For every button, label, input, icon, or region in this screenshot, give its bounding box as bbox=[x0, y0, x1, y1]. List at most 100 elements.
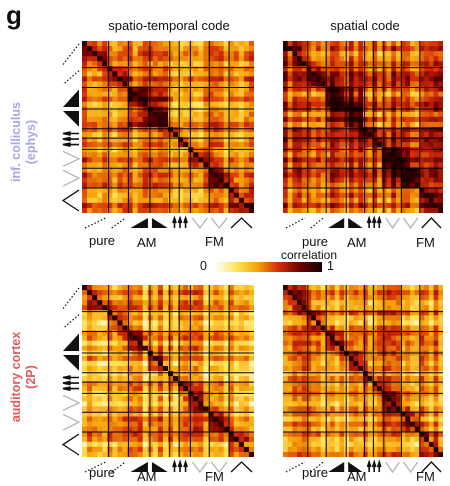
heatmap-cell bbox=[183, 121, 189, 128]
heatmap-cell bbox=[198, 285, 204, 291]
heatmap-cell bbox=[203, 310, 209, 316]
heatmap-cell bbox=[233, 431, 240, 438]
heatmap-cell bbox=[363, 285, 369, 291]
heatmap-cell bbox=[102, 172, 108, 178]
heatmap-cell bbox=[107, 71, 113, 77]
heatmap-cell bbox=[243, 431, 250, 438]
heatmap-cell bbox=[405, 162, 411, 168]
heatmap-cell bbox=[203, 345, 209, 352]
heatmap-cell bbox=[87, 76, 93, 82]
heatmap-cell bbox=[132, 182, 139, 189]
heatmap-cell bbox=[97, 137, 103, 143]
heatmap-cell bbox=[218, 426, 225, 433]
heatmap-cell bbox=[97, 325, 103, 331]
heatmap-cell bbox=[243, 371, 250, 377]
heatmap-cell bbox=[82, 187, 88, 194]
heatmap-cell bbox=[301, 187, 307, 194]
heatmap-cell bbox=[301, 446, 307, 453]
heatmap-cell bbox=[102, 411, 108, 417]
heatmap-cell bbox=[320, 431, 326, 438]
heatmap-cell bbox=[410, 41, 416, 47]
heatmap-cell bbox=[223, 81, 230, 87]
heatmap-cell bbox=[152, 386, 159, 392]
heatmap-cell bbox=[330, 295, 336, 301]
heatmap-cell bbox=[405, 41, 411, 47]
heatmap-cell bbox=[157, 172, 164, 178]
heatmap-cell bbox=[391, 51, 397, 57]
heatmap-cell bbox=[297, 132, 303, 138]
heatmap-cell bbox=[339, 381, 345, 387]
heatmap-cell bbox=[193, 421, 199, 428]
heatmap-cell bbox=[414, 315, 420, 321]
heatmap-cell bbox=[353, 421, 359, 428]
heatmap-cell bbox=[391, 167, 397, 173]
heatmap-cell bbox=[248, 137, 254, 143]
heatmap-cell bbox=[92, 132, 98, 138]
heatmap-cell bbox=[315, 441, 322, 448]
heatmap-cell bbox=[315, 381, 322, 387]
heatmap-cell bbox=[142, 451, 149, 457]
heatmap-cell bbox=[97, 345, 103, 352]
heatmap-cell bbox=[82, 172, 88, 178]
heatmap-cell bbox=[330, 310, 336, 316]
heatmap-cell bbox=[292, 441, 298, 448]
heatmap-cell bbox=[353, 386, 359, 392]
heatmap-cell bbox=[87, 360, 93, 367]
heatmap-cell bbox=[193, 335, 199, 342]
heatmap-cell bbox=[325, 295, 331, 301]
heatmap-cell bbox=[301, 350, 307, 357]
heatmap-cell bbox=[157, 285, 164, 291]
heatmap-cell bbox=[97, 51, 103, 57]
heatmap-cell bbox=[386, 436, 392, 443]
heatmap-cell bbox=[203, 76, 209, 82]
heatmap-cell bbox=[377, 157, 383, 163]
heatmap-cell bbox=[339, 187, 345, 194]
heatmap-cell bbox=[157, 376, 164, 382]
heatmap-cell bbox=[82, 116, 88, 123]
heatmap-cell bbox=[188, 76, 194, 82]
heatmap-cell bbox=[391, 182, 397, 189]
heatmap-cell bbox=[112, 335, 118, 342]
heatmap-cell bbox=[386, 137, 392, 143]
heatmap-cell bbox=[325, 376, 331, 382]
heatmap-cell bbox=[301, 76, 307, 82]
heatmap-cell bbox=[203, 290, 209, 296]
heatmap-cell bbox=[97, 86, 103, 92]
heatmap-cell bbox=[223, 350, 230, 357]
heatmap-cell bbox=[410, 365, 416, 372]
heatmap-cell bbox=[198, 207, 204, 213]
heatmap-cell bbox=[400, 391, 406, 397]
heatmap-cell bbox=[428, 381, 434, 387]
heatmap-cell bbox=[147, 81, 154, 87]
heatmap-cell bbox=[233, 46, 240, 52]
heatmap-cell bbox=[107, 192, 113, 199]
heatmap-cell bbox=[193, 355, 199, 362]
heatmap-cell bbox=[82, 371, 88, 377]
heatmap-cell bbox=[178, 106, 184, 113]
heatmap-cell bbox=[132, 177, 139, 184]
heatmap-cell bbox=[428, 192, 434, 199]
heatmap-cell bbox=[367, 355, 373, 362]
heatmap-cell bbox=[433, 300, 439, 306]
heatmap-cell bbox=[301, 441, 307, 448]
heatmap-cell bbox=[122, 315, 128, 321]
heatmap-cell bbox=[92, 56, 98, 62]
heatmap-cell bbox=[391, 86, 397, 92]
heatmap-cell bbox=[367, 121, 373, 128]
heatmap-cell bbox=[339, 295, 345, 301]
heatmap-cell bbox=[297, 162, 303, 168]
heatmap-cell bbox=[233, 197, 240, 204]
heatmap-cell bbox=[112, 121, 118, 128]
heatmap-cell bbox=[377, 335, 383, 342]
heatmap-cell bbox=[344, 41, 350, 47]
heatmap-cell bbox=[339, 192, 345, 199]
heatmap-cell bbox=[433, 355, 439, 362]
heatmap-cell bbox=[292, 451, 298, 457]
heatmap-cell bbox=[198, 431, 204, 438]
heatmap-cell bbox=[102, 315, 108, 321]
heatmap-cell bbox=[157, 401, 164, 407]
heatmap-cell bbox=[297, 416, 303, 422]
heatmap-cell bbox=[228, 411, 235, 417]
heatmap-cell bbox=[297, 310, 303, 316]
heatmap-cell bbox=[233, 66, 240, 72]
